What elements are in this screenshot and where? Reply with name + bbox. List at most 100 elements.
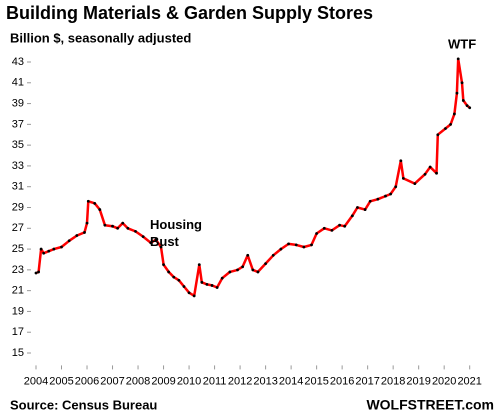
point [287,242,290,246]
point [294,243,298,247]
point [60,245,63,249]
point [460,81,464,85]
point [121,221,125,225]
point [177,278,181,282]
x-tick-label: 2008 [126,375,150,387]
point [83,231,86,234]
point [86,199,90,203]
point [356,206,359,209]
point [67,239,71,243]
point [126,226,130,230]
point [111,224,114,228]
point [376,197,380,201]
point [279,247,283,251]
annotation: Housing Bust [150,217,202,249]
y-tick-label: 39 [12,97,24,109]
point [310,243,313,247]
point [271,253,275,257]
point [200,280,204,284]
point [436,133,440,137]
y-tick-label: 27 [12,222,24,234]
point [141,235,145,239]
point [167,270,171,274]
point [47,249,51,253]
x-tick-label: 2006 [75,375,99,387]
point [149,241,153,245]
y-tick-label: 23 [12,264,24,276]
point [116,226,120,230]
point [162,263,165,267]
point [401,176,405,180]
point [172,275,176,279]
point [363,208,367,211]
y-tick-label: 35 [12,139,24,151]
point [246,253,250,257]
point [205,283,209,286]
point [34,271,38,275]
x-tick-label: 2017 [355,375,379,387]
point [322,226,326,230]
point [159,245,163,249]
point [215,286,219,289]
point [394,185,398,189]
x-tick-label: 2015 [304,375,328,387]
point [154,238,158,242]
point [389,192,393,196]
point [315,232,319,235]
annotation: WTF [448,36,476,51]
point [187,291,191,295]
point [413,182,417,185]
y-tick-label: 33 [12,160,24,172]
point [256,270,260,274]
point [428,165,432,169]
point [343,224,347,228]
x-tick-label: 2021 [457,375,481,387]
y-tick-label: 41 [12,77,24,89]
point [384,194,387,198]
y-tick-label: 29 [12,201,24,213]
point [468,106,472,110]
point [75,234,79,237]
point [330,228,334,232]
x-tick-label: 2014 [279,375,303,387]
point [197,263,201,267]
y-tick-label: 21 [12,285,24,297]
point [455,91,459,95]
x-tick-label: 2009 [151,375,175,387]
x-tick-label: 2004 [24,375,48,387]
point [251,268,255,272]
point [220,276,224,280]
y-tick-label: 43 [12,56,24,68]
x-tick-label: 2016 [330,375,354,387]
x-tick-label: 2011 [203,375,227,387]
point [192,294,196,298]
x-tick-label: 2010 [177,375,201,387]
y-tick-label: 37 [12,118,24,130]
point [465,104,469,108]
point [103,223,107,227]
point [182,285,186,288]
point [449,122,452,126]
chart-subtitle: Billion $, seasonally adjusted [10,30,191,45]
credit: WOLFSTREET.com [366,397,494,413]
line [35,57,471,298]
y-tick-label: 19 [12,305,24,317]
x-tick-label: 2012 [228,375,252,387]
point [444,127,447,130]
point [399,159,403,163]
chart-title: Building Materials & Garden Supply Store… [6,3,373,23]
point [52,247,56,251]
y-tick-label: 15 [12,347,24,359]
x-tick-label: 2013 [253,375,277,387]
point [134,230,137,233]
point [338,223,341,227]
point [37,270,40,274]
point [435,171,438,175]
x-tick-label: 2005 [49,375,73,387]
point [236,268,239,272]
y-tick-label: 31 [12,181,24,193]
y-tick-label: 25 [12,243,24,255]
point [350,214,354,218]
y-tick-label: 17 [12,326,24,338]
